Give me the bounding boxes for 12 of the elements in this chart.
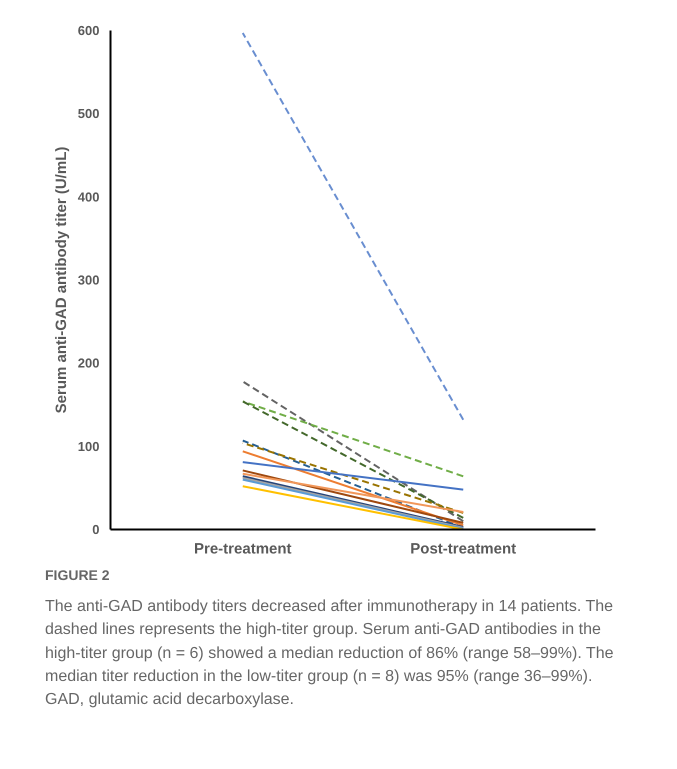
y-tick-label: 500 — [78, 106, 100, 122]
y-tick-label: 200 — [78, 356, 100, 371]
caption: FIGURE 2 — [45, 566, 111, 585]
text: The anti-GAD antibody titers decreased after immunotherapy in 14 patients. The dashed lines represents the high-titer group. Serum anti-GAD antibodies in the high-titer group (n = 6) showed a median reduction of 86% (range 58–99%). The median titer reduction in the low-titer group (n = 8) was 95% (range 36–99%). GAD, glutamic acid decarboxylase. — [45, 597, 614, 710]
y-tick-label: 100 — [78, 438, 100, 454]
x-tick-label: Pre-treatment — [194, 540, 292, 558]
x-tick-label: Post-treatment — [410, 540, 516, 558]
y-tick-label: 0 — [92, 522, 100, 537]
y-tick-label: 600 — [78, 23, 100, 38]
y-tick-label: 400 — [78, 189, 100, 204]
y-tick-label: 300 — [78, 272, 100, 288]
y-axis-title: Serum anti-GAD antibody titer (U/mL) — [52, 146, 70, 414]
